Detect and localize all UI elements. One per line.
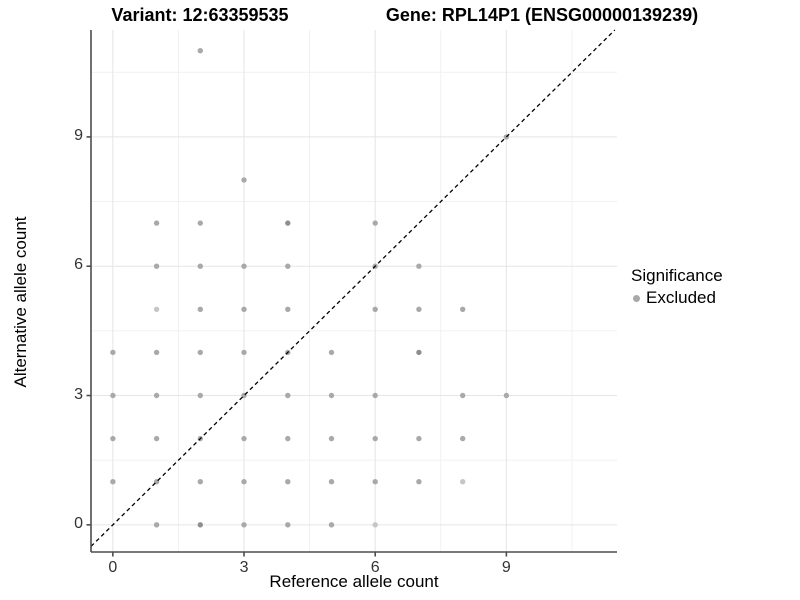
data-point (328, 479, 335, 485)
data-point (460, 306, 466, 312)
data-point (285, 392, 291, 399)
gene-title: Gene: RPL14P1 (ENSG00000139239) (385, 5, 699, 25)
data-point (241, 263, 247, 269)
x-tick-label: 6 (370, 559, 380, 576)
data-point (503, 392, 510, 399)
data-point (241, 349, 247, 356)
data-point (328, 349, 335, 356)
legend-item-excluded: Excluded (631, 288, 723, 308)
y-tick-label: 9 (74, 126, 83, 144)
x-tick-label: 3 (239, 559, 249, 576)
legend: Significance Excluded (631, 266, 723, 308)
data-point (153, 263, 160, 269)
data-point (197, 48, 203, 54)
y-tick-label: 0 (74, 514, 83, 532)
x-tick-label: 0 (108, 559, 118, 576)
data-point (197, 522, 203, 528)
data-point (241, 306, 247, 312)
data-point (328, 522, 335, 528)
data-point (416, 435, 422, 442)
data-point (153, 306, 160, 312)
data-point (153, 522, 160, 528)
data-point (285, 435, 291, 442)
legend-item-label: Excluded (646, 288, 716, 307)
legend-point-icon (633, 294, 640, 302)
plot-panel (86, 29, 617, 557)
y-axis-label: Alternative allele count (11, 216, 30, 388)
data-point (241, 177, 247, 183)
data-point (285, 479, 291, 485)
y-tick-label: 3 (74, 385, 83, 403)
y-tick-label: 6 (74, 256, 83, 274)
data-point (460, 435, 466, 442)
data-point (153, 392, 160, 399)
data-point (197, 306, 203, 312)
data-point (153, 349, 160, 356)
data-point (197, 479, 203, 485)
data-point (372, 306, 378, 312)
data-point (197, 220, 203, 226)
data-point (110, 479, 116, 485)
data-point (328, 392, 335, 399)
data-point (416, 306, 422, 312)
data-point (285, 522, 291, 528)
plot-canvas (86, 29, 617, 557)
data-point (241, 522, 247, 528)
data-point (110, 349, 116, 356)
data-point (153, 435, 160, 442)
data-point (328, 435, 335, 442)
data-point (197, 263, 203, 269)
data-point (460, 392, 466, 399)
data-point (372, 522, 378, 528)
data-point (416, 479, 422, 485)
data-point (285, 220, 291, 226)
x-tick-label: 9 (501, 559, 511, 576)
data-point (110, 435, 116, 442)
data-point (110, 392, 116, 399)
data-point (197, 392, 203, 399)
data-point (241, 479, 247, 485)
data-point (416, 263, 422, 269)
legend-title: Significance (631, 266, 723, 285)
data-point (372, 479, 378, 485)
data-point (285, 306, 291, 312)
data-point (241, 435, 247, 442)
data-point (460, 479, 466, 485)
data-point (372, 220, 378, 226)
data-point (197, 349, 203, 356)
data-point (372, 435, 378, 442)
data-point (285, 263, 291, 269)
x-axis-label: Reference allele count (269, 572, 439, 591)
identity-line (90, 29, 616, 547)
variant-title: Variant: 12:63359535 (111, 5, 289, 25)
data-point (372, 392, 378, 399)
data-point (416, 349, 422, 356)
data-point (153, 220, 160, 226)
